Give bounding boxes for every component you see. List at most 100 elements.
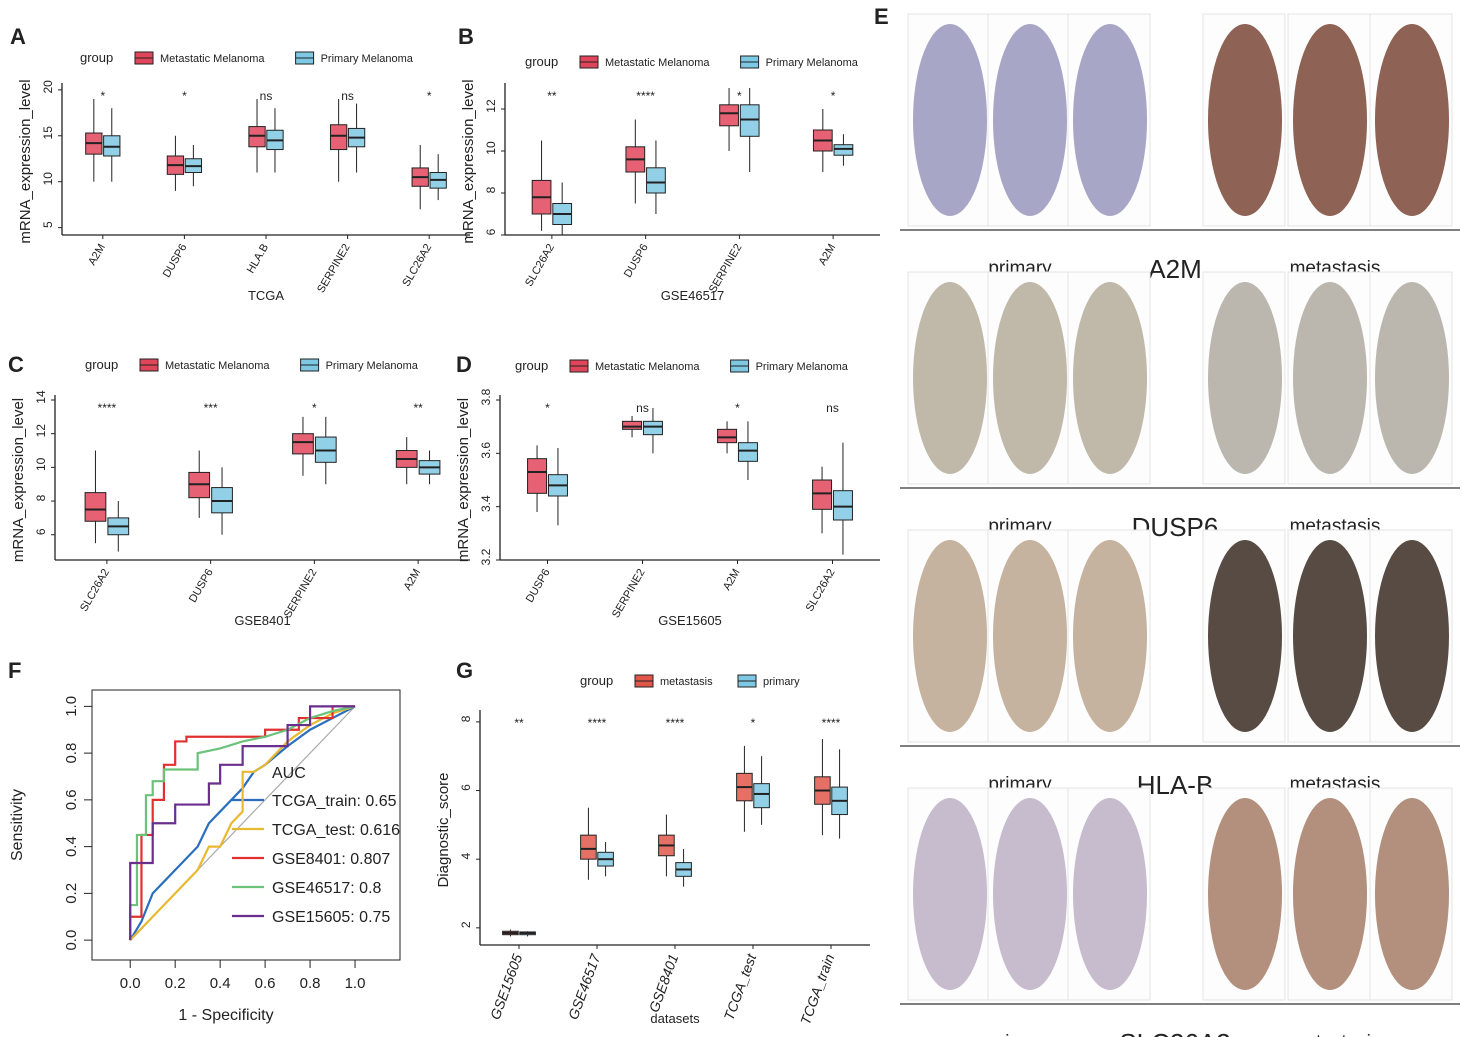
legend-title: AUC <box>272 765 306 782</box>
significance: * <box>100 89 105 103</box>
x-axis-title: GSE46517 <box>661 288 725 303</box>
legend-label: Primary Melanoma <box>766 57 859 69</box>
right-label: metastasis <box>1290 1032 1381 1037</box>
tissue-core <box>1293 540 1367 732</box>
y-tick-label: 8 <box>459 715 473 722</box>
y-tick-label: 3.8 <box>479 388 493 405</box>
legend-title: group <box>85 357 118 372</box>
box <box>646 167 666 194</box>
x-tick-label: GSE8401 <box>645 952 681 1015</box>
plot-frame <box>91 689 401 961</box>
y-tick-label: 2 <box>459 921 473 928</box>
significance: ** <box>514 716 524 730</box>
significance: ns <box>341 89 354 103</box>
legend-label: GSE46517: 0.8 <box>272 880 382 897</box>
roc-curve <box>129 705 356 941</box>
box <box>527 458 548 494</box>
y-axis-title: mRNA_expression_level <box>460 79 477 243</box>
y-axis-title: Sensitivity <box>9 789 26 861</box>
x-tick-label: 0.0 <box>120 975 141 992</box>
tissue-core <box>1293 282 1367 474</box>
legend-label: metastasis <box>660 676 713 688</box>
x-tick-label: DUSP6 <box>161 242 190 280</box>
panel-letter: G <box>456 658 473 683</box>
y-tick-label: 20 <box>41 80 55 94</box>
box <box>833 144 854 156</box>
box <box>832 490 853 521</box>
x-tick-label: DUSP6 <box>187 567 216 605</box>
legend-label: GSE8401: 0.807 <box>272 851 390 868</box>
y-tick-label: 0.6 <box>63 789 80 810</box>
x-tick-label: 1.0 <box>345 975 366 992</box>
y-tick-label: 3.4 <box>479 495 493 512</box>
x-tick-label: SLC26A2 <box>400 242 434 289</box>
y-axis-title: Diagnostic_score <box>435 772 452 887</box>
panel-letter: E <box>874 4 889 29</box>
y-tick-label: 12 <box>34 424 48 438</box>
x-tick-label: GSE46517 <box>565 951 604 1022</box>
significance: *** <box>204 401 218 415</box>
y-tick-label: 4 <box>459 853 473 860</box>
panel-letter: F <box>8 658 21 683</box>
box <box>739 104 760 137</box>
y-tick-label: 1.0 <box>63 696 80 717</box>
legend-label: TCGA_train: 0.65 <box>272 793 397 810</box>
y-tick-label: 6 <box>459 784 473 791</box>
box <box>642 420 663 436</box>
legend-label: Primary Melanoma <box>756 361 849 373</box>
legend-label: GSE15605: 0.75 <box>272 909 390 926</box>
significance: * <box>182 89 187 103</box>
panel-letter: D <box>456 352 472 377</box>
tissue-core <box>993 798 1067 990</box>
panel-letter: C <box>8 352 24 377</box>
y-tick-label: 3.6 <box>479 442 493 459</box>
tissue-core <box>913 24 987 216</box>
x-tick-label: A2M <box>402 567 424 593</box>
significance: **** <box>636 89 655 103</box>
legend-label: primary <box>763 676 800 688</box>
tissue-core <box>993 282 1067 474</box>
tissue-core <box>1375 282 1449 474</box>
significance: ** <box>547 89 557 103</box>
y-tick-label: 5 <box>41 221 55 228</box>
box <box>753 783 770 809</box>
box <box>292 433 314 455</box>
panel-letter: A <box>10 24 26 49</box>
x-tick-label: TCGA_train <box>797 952 837 1027</box>
tissue-core <box>1073 282 1147 474</box>
x-tick-label: GSE15605 <box>487 952 526 1022</box>
tissue-core <box>1208 24 1282 216</box>
x-tick-label: HLA.B <box>245 242 271 276</box>
significance: * <box>737 89 742 103</box>
y-axis-title: mRNA_expression_level <box>10 398 27 562</box>
y-tick-label: 0.0 <box>63 930 80 951</box>
x-axis-title: GSE8401 <box>234 613 290 628</box>
legend-label: Metastatic Melanoma <box>165 360 270 372</box>
x-tick-label: SERPINE2 <box>315 242 353 295</box>
legend-label: Primary Melanoma <box>321 53 414 65</box>
significance: ns <box>826 401 839 415</box>
y-tick-label: 0.4 <box>63 836 80 857</box>
y-tick-label: 6 <box>34 528 48 535</box>
significance: * <box>312 401 317 415</box>
tissue-core <box>913 798 987 990</box>
significance: ns <box>260 89 273 103</box>
legend-title: group <box>80 50 113 65</box>
gene-label: A2M <box>1148 254 1201 284</box>
legend-label: Metastatic Melanoma <box>595 361 700 373</box>
box <box>329 124 348 151</box>
significance: ns <box>636 401 649 415</box>
tissue-core <box>1208 798 1282 990</box>
significance: * <box>735 401 740 415</box>
x-axis-title: TCGA <box>248 288 284 303</box>
significance: * <box>545 401 550 415</box>
tissue-core <box>1073 540 1147 732</box>
box <box>717 428 738 444</box>
tissue-core <box>993 540 1067 732</box>
y-tick-label: 15 <box>41 126 55 140</box>
x-tick-label: SERPINE2 <box>610 567 648 620</box>
panel-letter: B <box>458 24 474 49</box>
legend-label: Metastatic Melanoma <box>605 57 710 69</box>
tissue-core <box>1293 24 1367 216</box>
x-tick-label: 0.4 <box>210 975 231 992</box>
